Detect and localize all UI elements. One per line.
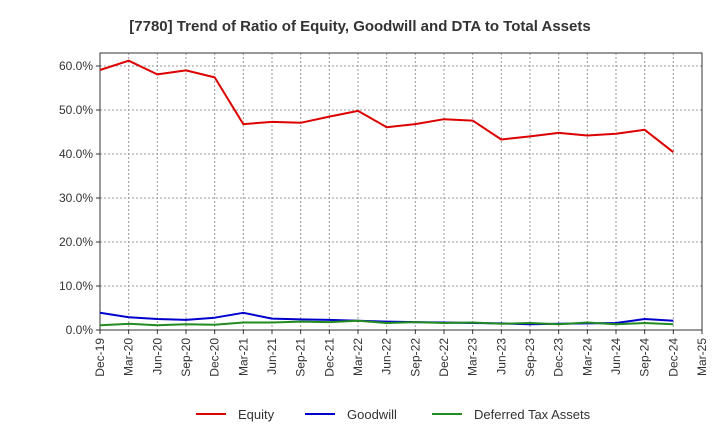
- y-tick-label: 10.0%: [59, 279, 93, 293]
- series-line-equity: [99, 59, 674, 153]
- x-tick-label: Dec-19: [93, 338, 107, 377]
- x-tick-label: Jun-23: [494, 338, 508, 375]
- x-tick-label: Mar-25: [695, 338, 709, 376]
- x-tick-label: Mar-22: [351, 338, 365, 376]
- y-tick-label: 40.0%: [59, 147, 93, 161]
- y-tick-label: 60.0%: [59, 59, 93, 73]
- series-line-deferred-tax-assets: [99, 319, 674, 327]
- x-tick-label: Jun-20: [150, 338, 164, 375]
- legend-label-deferred-tax-assets: Deferred Tax Assets: [474, 407, 591, 422]
- x-tick-label: Dec-23: [552, 338, 566, 377]
- x-tick-label: Sep-23: [523, 338, 537, 377]
- x-tick-label: Mar-21: [236, 338, 250, 376]
- legend-label-equity: Equity: [238, 407, 275, 422]
- x-tick-label: Jun-22: [380, 338, 394, 375]
- y-axis: 0.0% 10.0% 20.0% 30.0% 40.0% 50.0% 60.0%: [59, 59, 100, 337]
- x-tick-label: Sep-22: [408, 338, 422, 377]
- x-tick-label: Mar-23: [466, 338, 480, 376]
- y-tick-label: 20.0%: [59, 235, 93, 249]
- legend-label-goodwill: Goodwill: [347, 407, 397, 422]
- x-tick-label: Sep-21: [294, 338, 308, 377]
- series-lines: [99, 59, 674, 327]
- x-axis: Dec-19 Mar-20 Jun-20 Sep-20 Dec-20 Mar-21 Jun-…: [93, 330, 709, 377]
- x-tick-label: Dec-22: [437, 338, 451, 377]
- plot-area: [99, 52, 703, 331]
- x-tick-label: Jun-24: [609, 338, 623, 375]
- x-tick-label: Sep-24: [638, 338, 652, 377]
- x-tick-label: Dec-24: [666, 338, 680, 377]
- x-tick-label: Mar-24: [580, 338, 594, 376]
- y-tick-label: 50.0%: [59, 103, 93, 117]
- legend: Equity Goodwill Deferred Tax Assets: [196, 407, 591, 422]
- y-tick-label: 0.0%: [66, 323, 94, 337]
- x-tick-label: Dec-20: [208, 338, 222, 377]
- x-tick-label: Jun-21: [265, 338, 279, 375]
- chart-title: [7780] Trend of Ratio of Equity, Goodwil…: [129, 18, 590, 35]
- x-tick-label: Sep-20: [179, 338, 193, 377]
- x-tick-label: Mar-20: [122, 338, 136, 376]
- grid-lines: [100, 53, 702, 330]
- y-tick-label: 30.0%: [59, 191, 93, 205]
- x-tick-label: Dec-21: [322, 338, 336, 377]
